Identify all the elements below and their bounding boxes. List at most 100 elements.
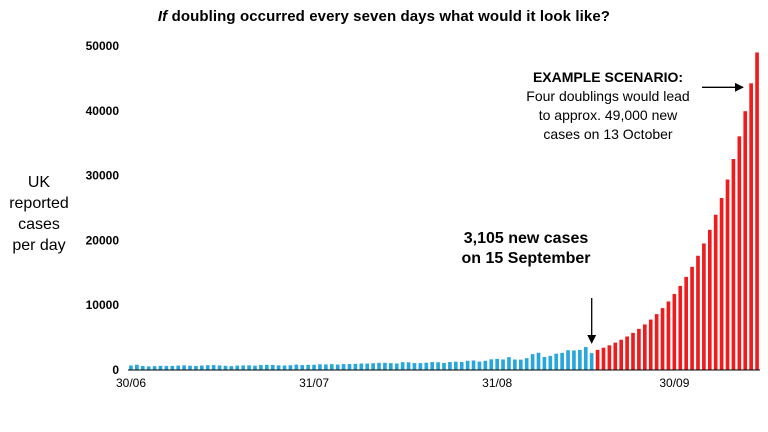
bars-group (129, 52, 759, 370)
actual-bar (513, 359, 517, 370)
actual-bar (583, 347, 588, 370)
actual-bar (306, 364, 310, 370)
actual-bar (412, 363, 417, 370)
projected-bar (719, 198, 724, 370)
current-cases-line-1: 3,105 new cases (463, 230, 589, 247)
actual-bar (241, 365, 246, 370)
actual-bar (548, 355, 553, 370)
actual-bar (436, 362, 440, 370)
actual-bar (442, 362, 446, 370)
scenario-line-1: Four doublings would lead (526, 88, 690, 104)
actual-bar (259, 365, 263, 370)
actual-bar (560, 352, 564, 370)
projected-bar (702, 243, 706, 370)
scenario-annotation: EXAMPLE SCENARIO: Four doublings would l… (510, 68, 706, 144)
actual-bar (247, 365, 251, 370)
x-tick-label: 30/09 (659, 376, 689, 390)
projected-bar (690, 266, 694, 370)
projected-bar (601, 347, 606, 370)
actual-bar (578, 349, 582, 370)
actual-bar (312, 364, 316, 370)
projected-bar (631, 332, 635, 370)
actual-bar (477, 361, 482, 370)
projected-bar (713, 214, 718, 370)
x-tick-label: 31/08 (482, 376, 512, 390)
projected-bar (595, 349, 600, 370)
scenario-line-3: cases on 13 October (543, 126, 673, 142)
projected-bar (637, 328, 641, 370)
actual-bar (324, 364, 328, 370)
projected-bar (737, 136, 742, 370)
actual-bar (359, 363, 364, 370)
projected-bar (619, 339, 624, 370)
current-cases-line-2: on 15 September (461, 250, 591, 267)
projected-bar (613, 342, 618, 370)
projected-bar (731, 159, 736, 370)
actual-bar (329, 364, 334, 370)
actual-bar (282, 365, 287, 370)
projected-bar (648, 319, 653, 370)
actual-bar (223, 365, 228, 370)
projected-bar (625, 336, 629, 370)
actual-bar (264, 364, 269, 370)
actual-bar (288, 365, 293, 370)
projected-bar (696, 255, 700, 370)
actual-bar (170, 365, 175, 370)
actual-bar (524, 358, 529, 370)
actual-bar (365, 363, 370, 370)
actual-bar (465, 360, 470, 370)
projected-bar (654, 314, 659, 370)
actual-bar (135, 364, 139, 370)
actual-bar (489, 359, 494, 370)
projected-bar (607, 345, 612, 370)
x-ticks-group: 30/06 31/07 31/08 30/09 (116, 376, 690, 390)
x-tick-label: 31/07 (299, 376, 329, 390)
y-tick-label: 50000 (86, 39, 120, 53)
actual-bar (194, 365, 198, 370)
annotation-arrows (587, 82, 744, 344)
actual-bar (276, 365, 281, 370)
actual-bar (300, 365, 305, 370)
scenario-heading: EXAMPLE SCENARIO: (532, 69, 684, 85)
projected-bar (725, 179, 730, 370)
projected-bar (749, 83, 753, 370)
actual-bar (554, 353, 559, 370)
actual-bar (200, 365, 204, 370)
actual-bar (140, 365, 145, 370)
actual-bar (182, 365, 186, 370)
actual-bar (129, 365, 133, 370)
y-tick-label: 0 (112, 363, 119, 377)
projected-bar (707, 229, 712, 370)
actual-bar (347, 364, 352, 370)
y-tick-label: 10000 (86, 298, 120, 312)
actual-bar (448, 362, 452, 370)
projected-bar (755, 52, 759, 370)
actual-bar (530, 354, 535, 370)
actual-bar (424, 362, 429, 370)
chart-title: If doubling occurred every seven days wh… (0, 8, 768, 25)
projected-bar (743, 111, 748, 370)
actual-bar (341, 364, 346, 370)
actual-bar (501, 359, 505, 370)
scenario-line-2: to approx. 49,000 new (538, 107, 678, 123)
actual-bar (542, 356, 547, 370)
actual-bar (430, 362, 435, 370)
x-tick-label: 30/06 (116, 376, 146, 390)
actual-bar (205, 365, 210, 370)
projected-bar (672, 294, 677, 370)
actual-bar (389, 363, 393, 370)
y-tick-label: 20000 (86, 233, 120, 247)
actual-bar (235, 365, 240, 370)
actual-bar (400, 362, 405, 370)
actual-bar (495, 358, 499, 370)
projected-bar (684, 276, 688, 370)
actual-bar (217, 365, 222, 370)
actual-bar (589, 353, 594, 370)
actual-bar (158, 365, 163, 370)
actual-bar (211, 365, 216, 370)
actual-bar (353, 363, 358, 370)
actual-bar (270, 364, 275, 370)
actual-bar (176, 365, 181, 370)
actual-bar (164, 365, 169, 370)
actual-bar (146, 366, 151, 370)
